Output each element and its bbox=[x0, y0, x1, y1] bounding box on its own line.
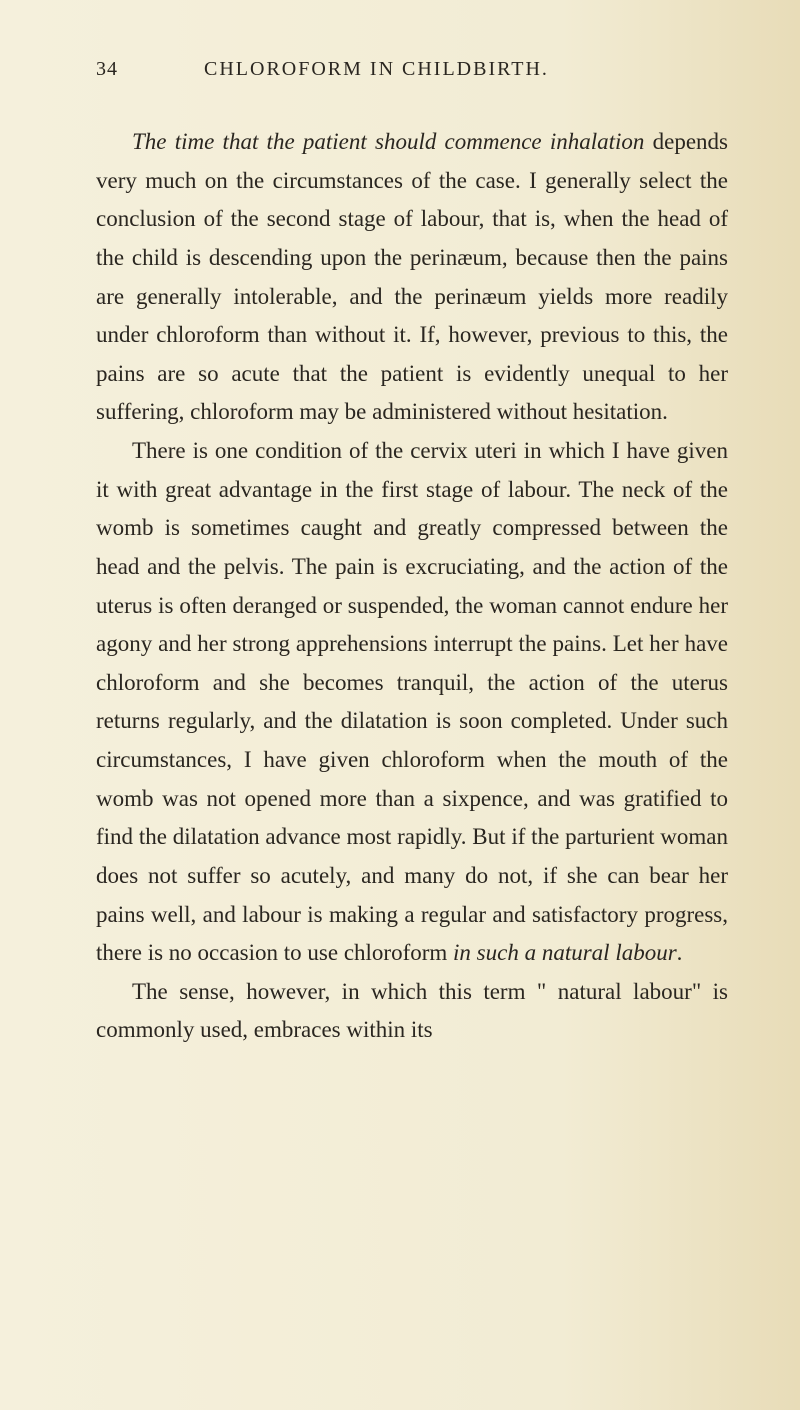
paragraph-1-rest: depends very much on the circumstances o… bbox=[96, 129, 728, 424]
paragraph-1-italic: The time that the patient should commenc… bbox=[132, 129, 644, 154]
paragraph-3: The sense, however, in which this term "… bbox=[96, 973, 728, 1050]
paragraph-2-end: . bbox=[677, 940, 683, 965]
paragraph-2: There is one condition of the cervix ute… bbox=[96, 432, 728, 973]
page-number: 34 bbox=[96, 58, 118, 81]
paragraph-3-text: The sense, however, in which this term "… bbox=[96, 979, 728, 1043]
paragraph-2-italic: in such a natural labour bbox=[453, 940, 677, 965]
body-text: The time that the patient should commenc… bbox=[96, 123, 728, 1050]
paragraph-1: The time that the patient should commenc… bbox=[96, 123, 728, 432]
paragraph-2-main: There is one condition of the cervix ute… bbox=[96, 438, 728, 965]
page-title: CHLOROFORM IN CHILDBIRTH. bbox=[204, 58, 549, 81]
page-header: 34 CHLOROFORM IN CHILDBIRTH. bbox=[96, 58, 728, 81]
